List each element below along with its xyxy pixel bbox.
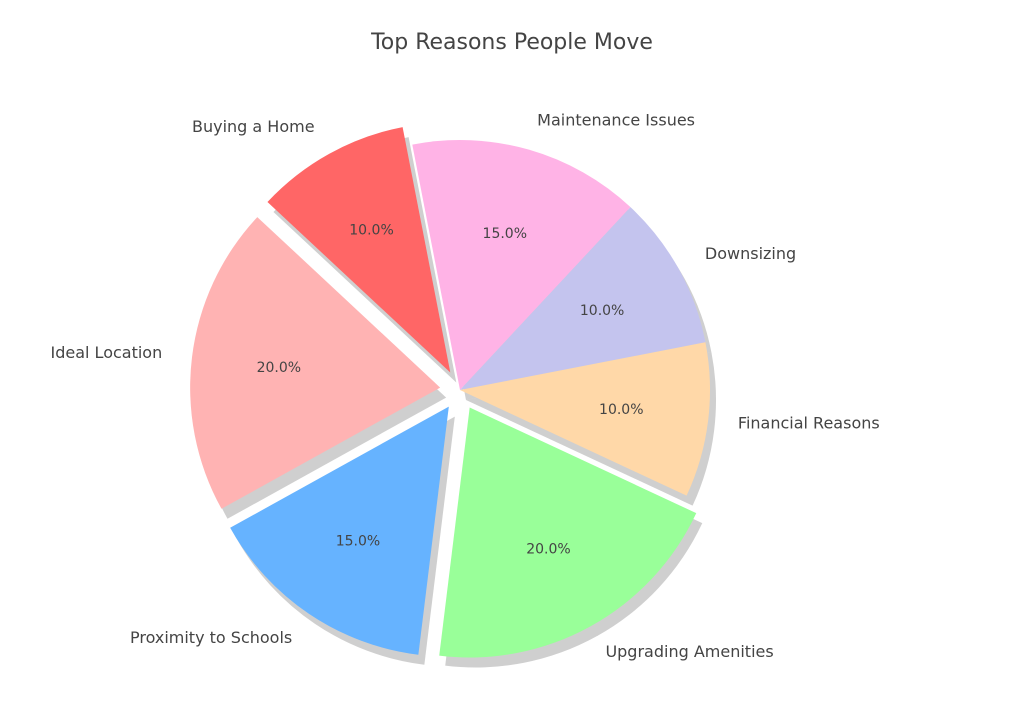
pie-slice-percent: 20.0% bbox=[257, 360, 301, 376]
pie-slice-percent: 20.0% bbox=[526, 542, 570, 558]
pie-slice-label: Proximity to Schools bbox=[130, 628, 292, 647]
pie-slice-label: Upgrading Amenities bbox=[605, 642, 773, 661]
pie-slice-percent: 15.0% bbox=[483, 226, 527, 242]
pie-slice-label: Buying a Home bbox=[192, 117, 315, 136]
pie-slice-percent: 15.0% bbox=[336, 533, 380, 549]
pie-slice-label: Maintenance Issues bbox=[537, 110, 695, 129]
pie-slice-label: Downsizing bbox=[705, 244, 796, 263]
pie-slice-label: Ideal Location bbox=[51, 343, 163, 362]
pie-chart: 15.0% Maintenance Issues 10.0% Downsizing 10… bbox=[0, 0, 1024, 727]
pie-slice-label: Financial Reasons bbox=[738, 414, 880, 433]
pie-slice-percent: 10.0% bbox=[599, 402, 643, 418]
pie-slice-percent: 10.0% bbox=[349, 222, 393, 238]
pie-slice-percent: 10.0% bbox=[580, 303, 624, 319]
